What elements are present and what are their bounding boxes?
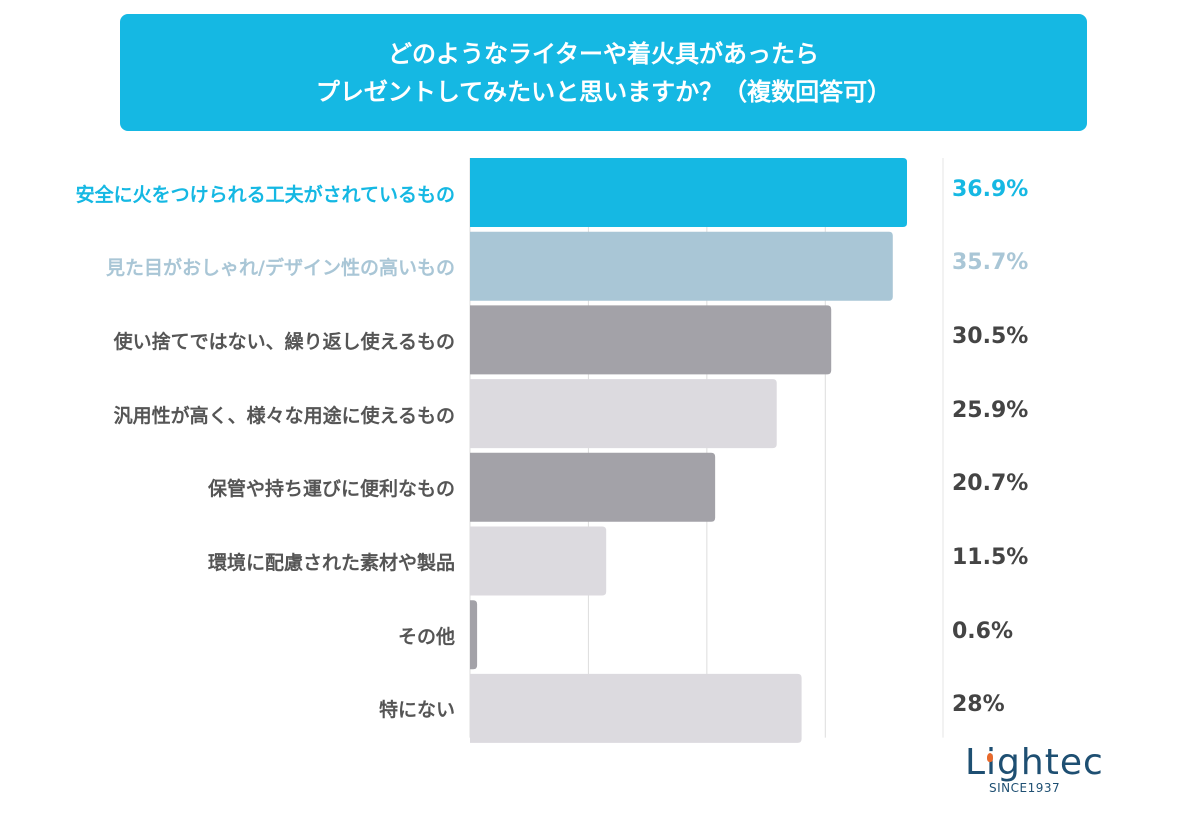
value-label: 35.7% — [952, 250, 1029, 276]
flame-icon — [987, 753, 993, 762]
value-label: 11.5% — [952, 545, 1029, 570]
value-label: 36.9% — [952, 176, 1029, 202]
lightec-logo: Lightec SINCE1937 — [965, 742, 1104, 800]
category-label: 保管や持ち運びに便利なもの — [207, 478, 455, 501]
category-label: 見た目がおしゃれ/デザイン性の高いもの — [106, 257, 455, 280]
bar — [470, 600, 478, 670]
category-label: 安全に火をつけられる工夫がされているもの — [75, 183, 455, 206]
category-label: 特にない — [378, 699, 455, 722]
title-line-1: どのようなライターや着火具があったら — [387, 39, 820, 68]
value-label: 0.6% — [952, 618, 1014, 644]
bar — [470, 305, 832, 375]
category-label: 使い捨てではない、繰り返し使えるもの — [113, 330, 455, 353]
value-label: 30.5% — [952, 323, 1029, 349]
value-label: 28% — [952, 692, 1005, 718]
category-label: 環境に配慮された素材や製品 — [207, 552, 455, 574]
bar — [470, 158, 907, 227]
bar — [470, 526, 607, 596]
value-label: 20.7% — [952, 471, 1029, 497]
bar — [470, 673, 802, 743]
title-line-2: プレゼントしてみたいと思いますか？（複数回答可） — [315, 77, 892, 106]
bar — [470, 231, 893, 301]
category-label: 汎用性が高く、様々な用途に使えるもの — [113, 404, 455, 427]
logo-wordmark: Lightec — [965, 742, 1104, 783]
value-label: 25.9% — [952, 397, 1029, 423]
category-label: その他 — [397, 625, 455, 648]
chart-title: どのようなライターや着火具があったら プレゼントしてみたいと思いますか？（複数回… — [120, 14, 1087, 131]
bar — [470, 452, 716, 522]
logo-tagline: SINCE1937 — [989, 781, 1061, 795]
bar — [470, 379, 777, 449]
